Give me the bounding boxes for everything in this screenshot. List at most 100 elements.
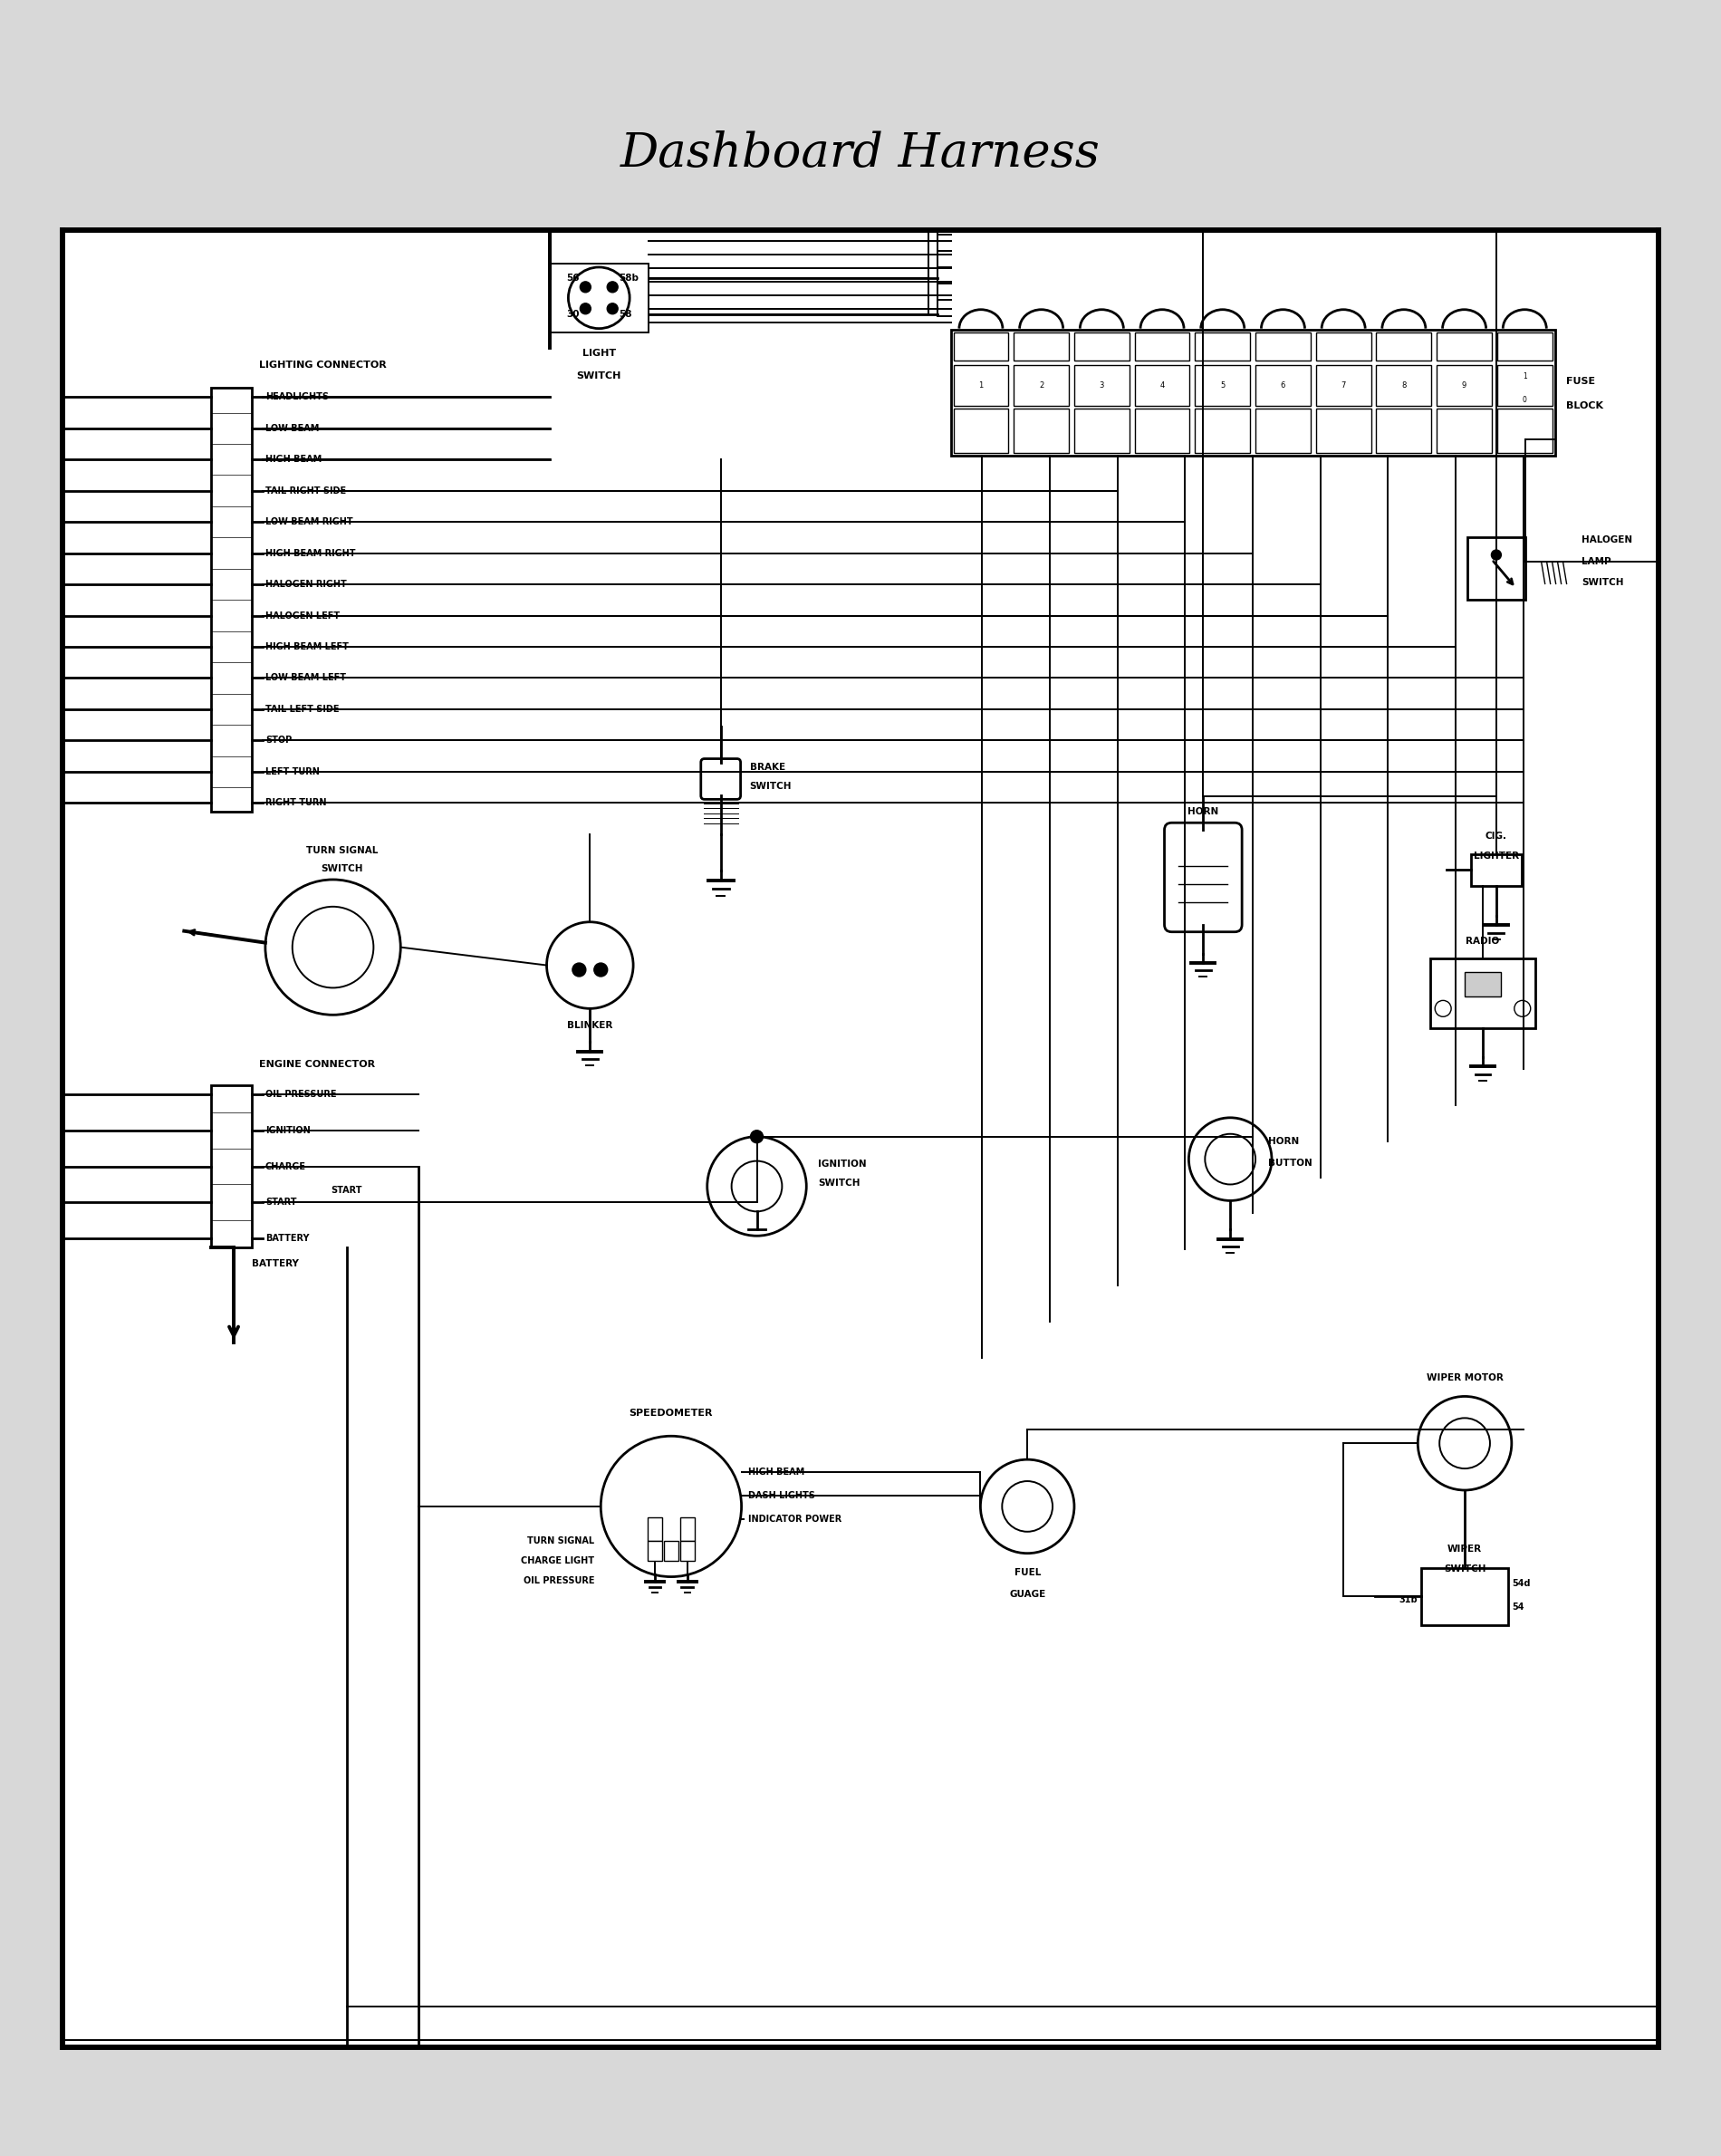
Text: BLOCK: BLOCK [1566,401,1602,410]
Text: CIG.: CIG. [1485,832,1508,841]
Text: 58: 58 [620,310,632,319]
Text: TAIL LEFT SIDE: TAIL LEFT SIDE [265,705,339,714]
FancyBboxPatch shape [700,759,740,800]
Text: HALOGEN RIGHT: HALOGEN RIGHT [265,580,346,589]
FancyBboxPatch shape [1317,367,1372,405]
Text: LOW BEAM RIGHT: LOW BEAM RIGHT [265,517,353,526]
Circle shape [580,304,590,315]
FancyBboxPatch shape [1014,410,1069,453]
FancyBboxPatch shape [1014,367,1069,405]
FancyBboxPatch shape [1497,367,1552,405]
Text: FUEL: FUEL [1014,1567,1041,1576]
FancyBboxPatch shape [212,1084,251,1248]
Text: OIL PRESSURE: OIL PRESSURE [523,1576,594,1585]
Text: 31b: 31b [1399,1595,1418,1604]
Text: GUAGE: GUAGE [1009,1589,1046,1598]
Circle shape [568,267,630,328]
Text: IGNITION: IGNITION [817,1160,867,1169]
Text: Dashboard Harness: Dashboard Harness [621,132,1100,177]
FancyBboxPatch shape [1256,332,1310,360]
FancyBboxPatch shape [1256,410,1310,453]
Text: SPEEDOMETER: SPEEDOMETER [630,1410,712,1419]
Text: 7: 7 [1341,382,1346,390]
Text: 54: 54 [1511,1602,1523,1613]
Text: FUSE: FUSE [1566,377,1595,386]
Text: TAIL RIGHT SIDE: TAIL RIGHT SIDE [265,487,346,496]
Circle shape [573,964,585,977]
Circle shape [1435,1000,1451,1018]
Text: STOP: STOP [265,735,293,746]
Circle shape [293,908,373,987]
Circle shape [580,282,590,293]
Text: SWITCH: SWITCH [1582,578,1625,586]
Text: HALOGEN LEFT: HALOGEN LEFT [265,610,339,621]
Text: WIPER: WIPER [1447,1544,1482,1552]
Text: LOW BEAM LEFT: LOW BEAM LEFT [265,673,346,683]
Text: START: START [265,1199,296,1207]
Text: BATTERY: BATTERY [265,1233,310,1244]
FancyBboxPatch shape [212,388,251,813]
FancyBboxPatch shape [1430,957,1535,1028]
Text: HORN: HORN [1268,1136,1299,1145]
Text: HORN: HORN [1187,806,1218,817]
Text: TURN SIGNAL: TURN SIGNAL [306,845,379,856]
FancyBboxPatch shape [680,1542,695,1561]
Circle shape [981,1460,1074,1552]
Text: 56: 56 [566,274,580,282]
Text: HIGH BEAM LEFT: HIGH BEAM LEFT [265,642,349,651]
FancyBboxPatch shape [664,1542,678,1561]
FancyBboxPatch shape [953,410,1009,453]
FancyBboxPatch shape [680,1518,695,1542]
FancyBboxPatch shape [1194,367,1249,405]
Text: CHARGE: CHARGE [265,1162,306,1171]
Text: 8: 8 [1401,382,1406,390]
Text: LIGHT: LIGHT [582,349,616,358]
FancyBboxPatch shape [1256,367,1310,405]
Text: OIL PRESSURE: OIL PRESSURE [265,1089,336,1100]
Text: HEADLIGHTS: HEADLIGHTS [265,392,329,401]
FancyBboxPatch shape [1074,410,1129,453]
FancyBboxPatch shape [1377,367,1432,405]
Text: INDICATOR POWER: INDICATOR POWER [747,1514,842,1524]
Text: RADIO: RADIO [1466,936,1499,946]
FancyBboxPatch shape [950,330,1554,455]
Circle shape [707,1136,807,1235]
Text: HIGH BEAM: HIGH BEAM [747,1468,804,1477]
Text: LAMP: LAMP [1582,556,1611,565]
Circle shape [594,964,608,977]
Circle shape [547,923,633,1009]
Circle shape [1418,1397,1511,1490]
FancyBboxPatch shape [1165,824,1243,931]
FancyBboxPatch shape [1437,410,1492,453]
FancyBboxPatch shape [1468,537,1525,599]
Text: LIGHTING CONNECTOR: LIGHTING CONNECTOR [258,360,387,371]
FancyBboxPatch shape [647,1518,663,1542]
Text: 5: 5 [1220,382,1225,390]
Text: 0: 0 [1523,397,1527,405]
Circle shape [1439,1419,1490,1468]
Text: ENGINE CONNECTOR: ENGINE CONNECTOR [258,1061,375,1069]
Text: IGNITION: IGNITION [265,1125,310,1134]
Text: SWITCH: SWITCH [1444,1563,1485,1574]
FancyBboxPatch shape [1074,332,1129,360]
FancyBboxPatch shape [1194,332,1249,360]
Text: TURN SIGNAL: TURN SIGNAL [527,1537,594,1546]
Text: WIPER MOTOR: WIPER MOTOR [1427,1373,1502,1382]
Circle shape [265,880,401,1015]
Text: 4: 4 [1160,382,1165,390]
Text: 1: 1 [1523,373,1527,382]
Text: SWITCH: SWITCH [577,371,621,382]
Circle shape [601,1436,742,1576]
Text: HIGH BEAM RIGHT: HIGH BEAM RIGHT [265,548,356,558]
FancyBboxPatch shape [1437,332,1492,360]
Text: HALOGEN: HALOGEN [1582,535,1633,543]
FancyBboxPatch shape [1074,367,1129,405]
Text: 3: 3 [1100,382,1105,390]
Circle shape [1514,1000,1530,1018]
FancyBboxPatch shape [1134,367,1189,405]
FancyBboxPatch shape [1465,972,1501,996]
FancyBboxPatch shape [1377,332,1432,360]
Text: 58b: 58b [620,274,638,282]
Circle shape [731,1160,781,1212]
FancyBboxPatch shape [549,263,649,332]
